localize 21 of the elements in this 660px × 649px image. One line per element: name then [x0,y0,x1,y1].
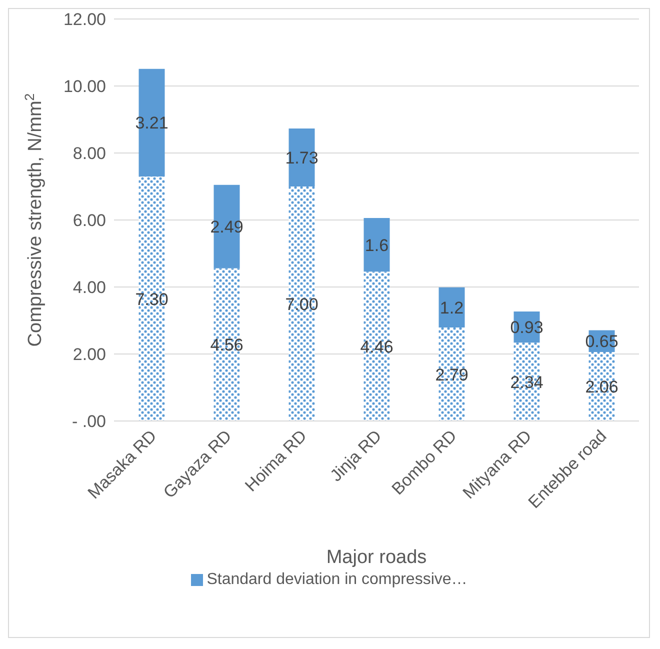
y-tick-label: - .00 [72,412,106,432]
x-axis-title: Major roads [326,547,427,568]
y-tick-label: 4.00 [72,278,106,298]
y-tick-label: 10.00 [63,77,106,96]
y-tick-label: 12.00 [63,10,106,30]
data-label: 2.79 [435,365,468,384]
data-label: 1.6 [364,236,389,255]
data-label: 2.34 [510,372,544,392]
y-tick-label: 8.00 [72,144,106,164]
legend-label: Standard deviation in compressive… [206,571,468,589]
data-label: 4.46 [360,337,394,356]
data-label: 7.30 [135,290,168,309]
bar [364,218,390,272]
data-label: 7.00 [285,294,318,314]
y-tick-label: 2.00 [72,345,106,364]
y-tick-label: 6.00 [72,211,106,230]
data-label: 1.2 [440,298,464,318]
bar [438,287,465,328]
data-label: 4.56 [210,336,244,355]
x-tick-label: Jinja RD [326,426,386,486]
data-label: 2.06 [585,378,618,397]
